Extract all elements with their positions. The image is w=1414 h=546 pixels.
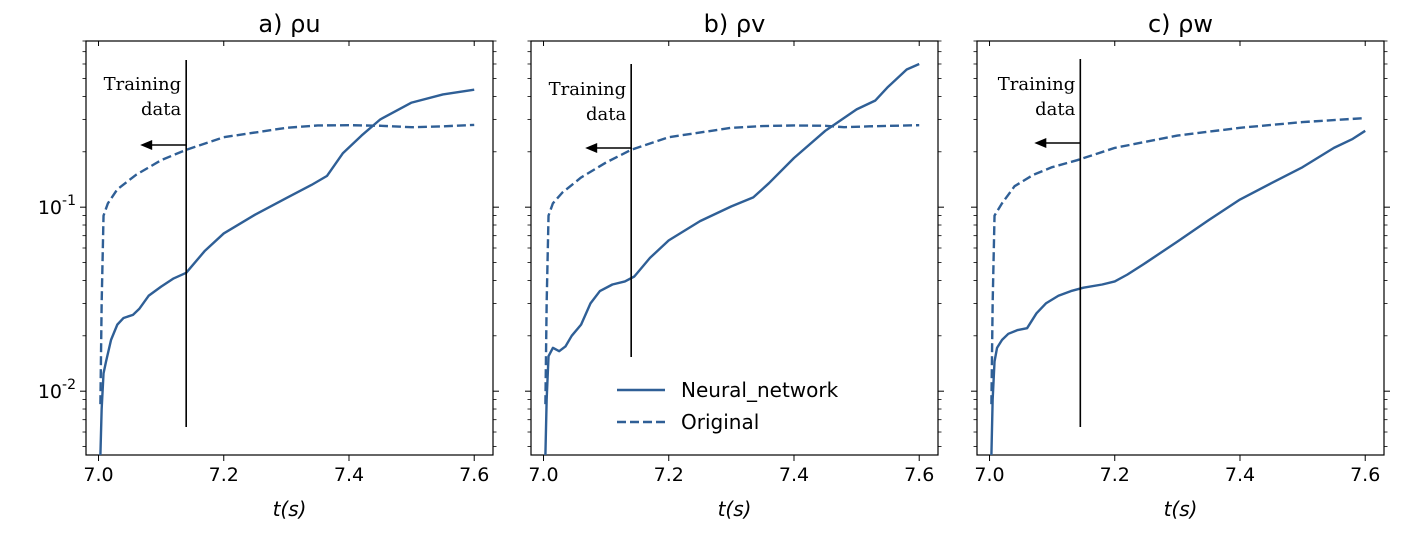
x-tick-label: 7.0 (83, 464, 113, 486)
subplot-b: b) ρv t(s) Training data Neural_network … (525, 10, 944, 521)
arrow-left-icon (585, 143, 598, 153)
x-axis-label: t(s) (718, 497, 752, 521)
x-tick-label: 7.4 (1225, 464, 1255, 486)
annotation-label-line1: Training (104, 74, 182, 95)
annotation-label-line1: Training (549, 79, 627, 100)
legend-entry-neural-network: Neural_network (681, 378, 839, 402)
subplot-c: c) ρw t(s) Training data 7.0 7.2 7.4 7.6 (971, 10, 1390, 521)
x-tick-label: 7.0 (528, 464, 558, 486)
x-axis-label: t(s) (1164, 497, 1198, 521)
annotation-label-line1: Training (998, 74, 1076, 95)
subplot-title: a) ρu (258, 10, 320, 38)
series-line-original (990, 116, 1366, 405)
series-line-original (544, 123, 920, 405)
x-tick-label: 7.4 (779, 464, 809, 486)
x-tick-label: 7.2 (209, 464, 239, 486)
series-line-neural-network (544, 62, 920, 455)
annotation-label-line2: data (586, 104, 626, 125)
x-tick-label: 7.2 (654, 464, 684, 486)
x-tick-label: 7.6 (459, 464, 489, 486)
x-tick-label: 7.2 (1100, 464, 1130, 486)
arrow-left-icon (1034, 138, 1047, 148)
subplot-title: b) ρv (704, 10, 766, 38)
y-tick-label: 10-1 (38, 193, 76, 219)
annotation-label-line2: data (1035, 99, 1075, 120)
series-line-neural-network (990, 129, 1366, 455)
x-tick-label: 7.6 (1350, 464, 1380, 486)
y-tick-label: 10-2 (38, 377, 76, 403)
x-axis-label: t(s) (273, 497, 307, 521)
subplot-title: c) ρw (1148, 10, 1213, 38)
legend: Neural_network Original (617, 378, 839, 434)
x-tick-label: 7.4 (334, 464, 364, 486)
x-tick-label: 7.0 (974, 464, 1004, 486)
legend-entry-original: Original (681, 410, 759, 434)
arrow-left-icon (140, 140, 153, 150)
subplot-a: a) ρu t(s) Training data 7.0 7.2 7.4 7.6 10-… (38, 10, 499, 521)
x-tick-label: 7.6 (904, 464, 934, 486)
series-line-original (99, 123, 475, 405)
annotation-label-line2: data (141, 99, 181, 120)
